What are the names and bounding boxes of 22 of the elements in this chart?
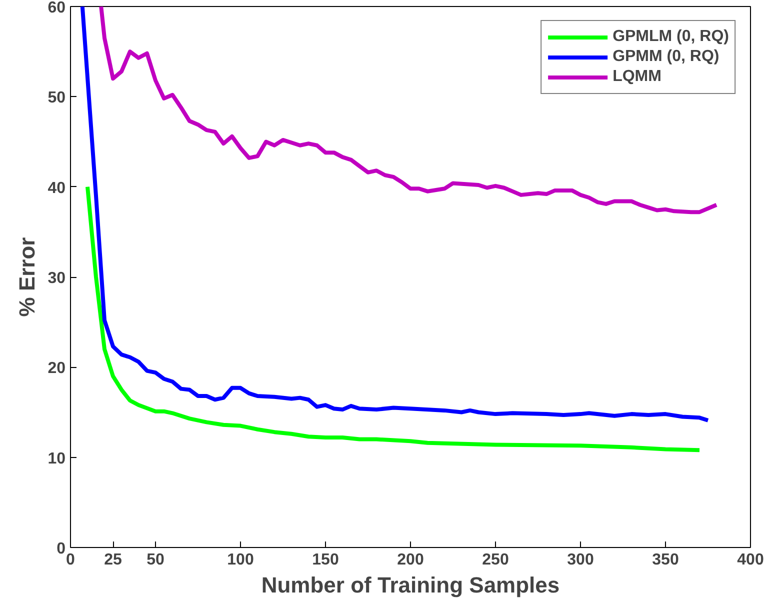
y-tick-label: 10 — [48, 450, 66, 468]
y-tick-label: 50 — [48, 90, 66, 107]
legend-label: GPMLM (0, RQ) — [612, 28, 729, 46]
x-tick-label: 400 — [737, 552, 764, 568]
x-tick-label: 50 — [146, 552, 164, 568]
legend-label: GPMM (0, RQ) — [612, 48, 720, 66]
y-tick-label: 0 — [56, 540, 66, 558]
x-tick-label: 100 — [227, 552, 254, 568]
y-tick-label: 20 — [48, 360, 66, 378]
x-tick-label: 250 — [482, 552, 509, 568]
line-series — [86, 184, 702, 452]
legend-label: LQMM — [612, 68, 662, 86]
x-tick-label: 150 — [312, 552, 339, 568]
y-tick-label: 60 — [48, 0, 66, 16]
x-tick-label: 300 — [567, 552, 594, 568]
x-tick-label: 25 — [104, 552, 122, 568]
x-axis-title: Number of Training Samples — [261, 572, 560, 598]
y-axis-title: % Error — [14, 236, 40, 317]
y-tick-label: 30 — [48, 270, 66, 287]
x-tick-label: 200 — [397, 552, 424, 568]
x-tick-label: 350 — [652, 552, 679, 568]
y-tick-label: 40 — [48, 180, 66, 197]
